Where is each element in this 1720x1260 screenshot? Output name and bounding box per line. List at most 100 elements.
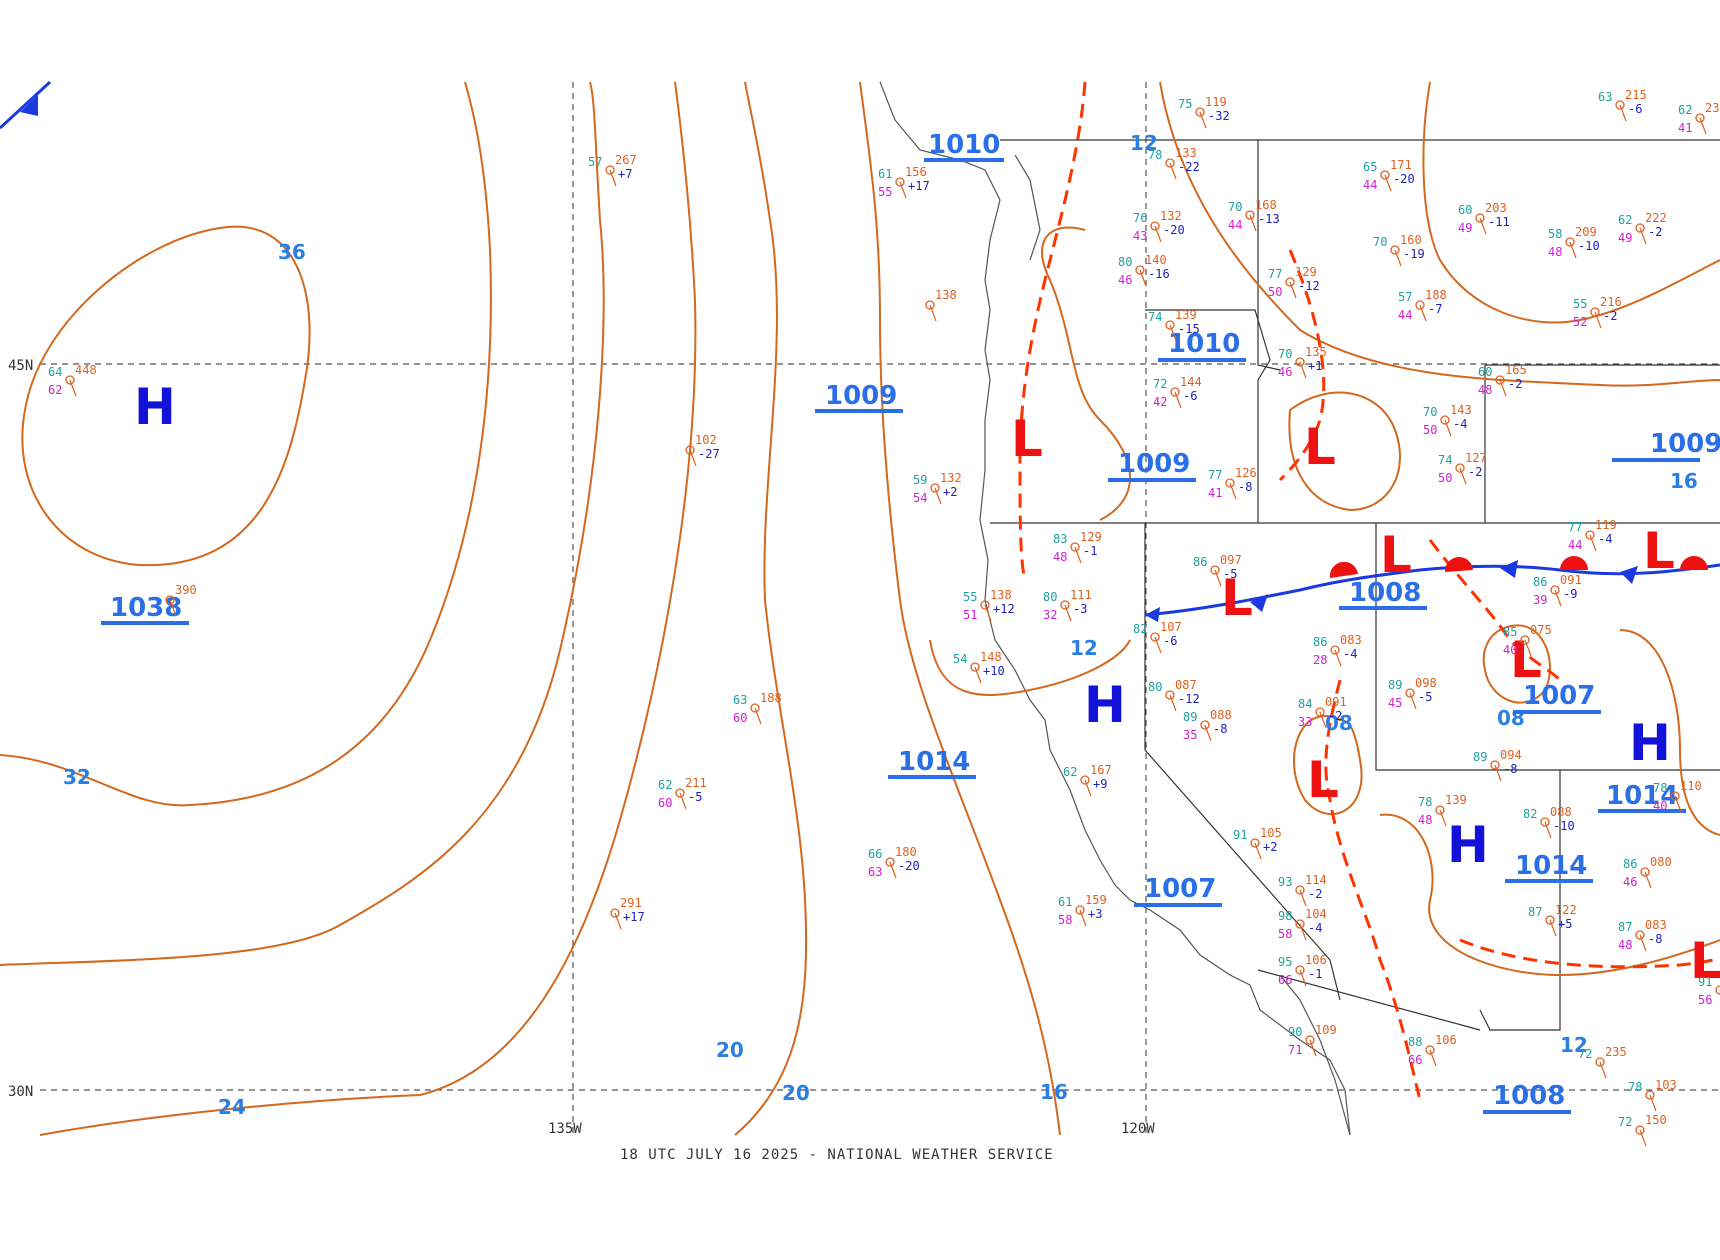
station-dewpoint: 50 — [1438, 471, 1452, 485]
station-temperature: 83 — [1053, 532, 1067, 546]
station-pressure-tendency: -10 — [1578, 239, 1600, 253]
high-pressure-center: H — [134, 378, 176, 436]
station-pressure: 188 — [760, 691, 782, 705]
station-pressure: 138 — [990, 588, 1012, 602]
station-pressure: 390 — [175, 583, 197, 597]
station-pressure-tendency: +10 — [983, 664, 1005, 678]
station-circle — [1440, 415, 1450, 425]
wind-barb — [1319, 711, 1327, 729]
station-temperature: 80 — [1043, 590, 1057, 604]
station-circle — [1150, 632, 1160, 642]
isobars — [0, 81, 1720, 1136]
station-circle — [1635, 223, 1645, 233]
station-pressure-tendency: -7 — [1428, 302, 1442, 316]
station-dewpoint: 50 — [1268, 285, 1282, 299]
station-circle — [1380, 170, 1390, 180]
wind-barb — [614, 912, 622, 930]
station-pressure: 105 — [1260, 826, 1282, 840]
wind-barb — [1479, 217, 1487, 235]
station-pressure: 102 — [695, 433, 717, 447]
station-dewpoint: 71 — [1288, 1043, 1302, 1057]
station-pressure: 148 — [980, 650, 1002, 664]
station-temperature: 95 — [1278, 955, 1292, 969]
station-circle — [1635, 1125, 1645, 1135]
lat-lon-grid: 45N 30N 135W 120W — [8, 82, 1720, 1137]
wind-barb — [1074, 546, 1082, 564]
station-temperature: 75 — [1178, 97, 1192, 111]
station-temperature: 55 — [1573, 297, 1587, 311]
station-circle — [610, 908, 620, 918]
station-circle — [885, 857, 895, 867]
station-circle — [1550, 585, 1560, 595]
station-circle — [1455, 463, 1465, 473]
station-dewpoint: 43 — [1133, 229, 1147, 243]
station-temperature: 78 — [1148, 148, 1162, 162]
station-dewpoint: 62 — [48, 383, 62, 397]
station-temperature: 85 — [1503, 625, 1517, 639]
station-pressure: 140 — [1145, 253, 1167, 267]
station-circle — [1545, 915, 1555, 925]
station-pressure-tendency: -2 — [1508, 377, 1522, 391]
station-pressure: 114 — [1305, 873, 1327, 887]
station-pressure: 203 — [1485, 201, 1507, 215]
station-circle — [1295, 357, 1305, 367]
wind-barb — [69, 379, 77, 397]
state-borders — [990, 139, 1720, 1031]
station-pressure-tendency: -15 — [1178, 322, 1200, 336]
station-pressure: 129 — [1295, 265, 1317, 279]
station-pressure: 150 — [1645, 1113, 1667, 1127]
station-temperature: 74 — [1438, 453, 1452, 467]
station-circle — [1295, 965, 1305, 975]
wind-barb — [1549, 919, 1557, 937]
low-pressure-center: L — [1307, 751, 1339, 809]
wind-barb — [1299, 889, 1307, 907]
wind-barb — [899, 181, 907, 199]
station-circle — [1135, 265, 1145, 275]
station-circle — [1285, 277, 1295, 287]
svg-text:1010: 1010 — [1168, 329, 1240, 359]
station-circle — [925, 300, 935, 310]
wind-barb — [1064, 604, 1072, 622]
station-pressure-tendency: -13 — [1258, 212, 1280, 226]
station-dewpoint: 48 — [1418, 813, 1432, 827]
station-temperature: 70 — [1373, 235, 1387, 249]
station-pressure: 106 — [1435, 1033, 1457, 1047]
station-pressure-tendency: +3 — [1088, 907, 1102, 921]
station-pressure-tendency: -4 — [1453, 417, 1467, 431]
station-circle — [1390, 245, 1400, 255]
station-circle — [1150, 221, 1160, 231]
station-circle — [1070, 542, 1080, 552]
station-temperature: 72 — [1153, 377, 1167, 391]
isobar-value-labels: 36 32 24 20 20 16 12 12 08 08 16 12 — [63, 131, 1698, 1119]
station-temperature: 72 — [1618, 1115, 1632, 1129]
station-temperature: 72 — [1578, 1047, 1592, 1061]
station-temperature: 86 — [1623, 857, 1637, 871]
station-dewpoint: 45 — [1388, 696, 1402, 710]
station-circle — [1540, 817, 1550, 827]
station-circle — [1715, 985, 1720, 995]
station-dewpoint: 39 — [1533, 593, 1547, 607]
station-circle — [605, 165, 615, 175]
wind-barb — [1499, 379, 1507, 397]
station-temperature: 54 — [953, 652, 967, 666]
wind-barb — [1599, 1061, 1607, 1079]
station-temperature: 89 — [1183, 710, 1197, 724]
station-pressure-tendency: +17 — [623, 910, 645, 924]
pressure-label-1009-b: 1009 — [1108, 449, 1196, 482]
station-temperature: 88 — [1408, 1035, 1422, 1049]
station-dewpoint: 48 — [1548, 245, 1562, 259]
station-circle — [750, 703, 760, 713]
station-pressure-tendency: -6 — [1628, 102, 1642, 116]
station-temperature: 57 — [588, 155, 602, 169]
station-pressure: 083 — [1645, 918, 1667, 932]
station-pressure: 188 — [1425, 288, 1447, 302]
station-temperature: 78 — [1653, 781, 1667, 795]
station-pressure-tendency: -19 — [1403, 247, 1425, 261]
station-temperature: 82 — [1133, 622, 1147, 636]
wind-barb — [1439, 809, 1447, 827]
station-pressure: 171 — [1390, 158, 1412, 172]
station-circle — [1520, 635, 1530, 645]
station-pressure-tendency: -8 — [1213, 722, 1227, 736]
